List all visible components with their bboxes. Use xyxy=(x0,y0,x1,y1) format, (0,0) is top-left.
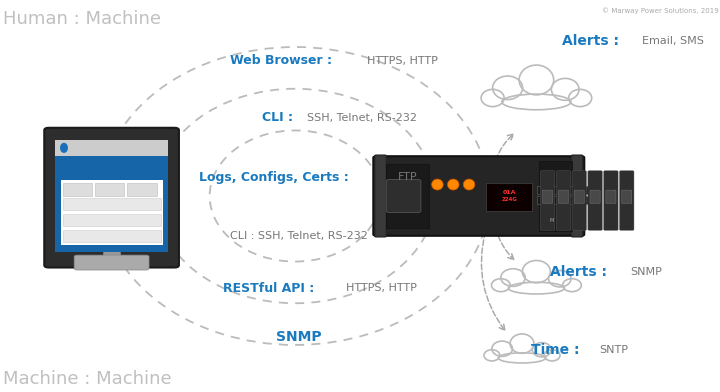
FancyBboxPatch shape xyxy=(572,171,587,230)
FancyBboxPatch shape xyxy=(103,250,120,265)
Text: Machine : Machine: Machine : Machine xyxy=(3,370,171,388)
Ellipse shape xyxy=(569,89,592,107)
FancyBboxPatch shape xyxy=(572,155,583,237)
Ellipse shape xyxy=(544,350,560,361)
FancyBboxPatch shape xyxy=(540,171,555,230)
Ellipse shape xyxy=(501,269,525,286)
FancyBboxPatch shape xyxy=(539,162,572,230)
Text: CLI : SSH, Telnet, RS-232: CLI : SSH, Telnet, RS-232 xyxy=(230,231,368,241)
Text: © Marway Power Solutions, 2019: © Marway Power Solutions, 2019 xyxy=(602,7,719,14)
FancyBboxPatch shape xyxy=(60,180,163,245)
FancyBboxPatch shape xyxy=(603,171,618,230)
Ellipse shape xyxy=(532,343,552,357)
Ellipse shape xyxy=(508,282,564,294)
Text: SNMP: SNMP xyxy=(276,330,322,344)
Text: Time :: Time : xyxy=(531,343,584,357)
FancyBboxPatch shape xyxy=(387,180,421,212)
FancyBboxPatch shape xyxy=(577,196,588,204)
FancyBboxPatch shape xyxy=(95,183,125,196)
Ellipse shape xyxy=(484,350,500,361)
FancyBboxPatch shape xyxy=(551,186,562,194)
Ellipse shape xyxy=(562,279,581,292)
Ellipse shape xyxy=(464,179,475,190)
FancyBboxPatch shape xyxy=(537,196,549,204)
Ellipse shape xyxy=(432,179,444,190)
FancyBboxPatch shape xyxy=(620,171,634,230)
FancyBboxPatch shape xyxy=(63,198,161,210)
Text: SNTP: SNTP xyxy=(600,345,629,355)
Ellipse shape xyxy=(510,334,534,353)
Ellipse shape xyxy=(502,94,571,110)
FancyBboxPatch shape xyxy=(63,214,161,226)
Ellipse shape xyxy=(60,143,68,153)
Text: RESTful API :: RESTful API : xyxy=(222,281,318,295)
FancyBboxPatch shape xyxy=(55,140,168,252)
FancyBboxPatch shape xyxy=(374,156,585,236)
Ellipse shape xyxy=(523,260,551,283)
Ellipse shape xyxy=(498,353,546,363)
Text: M: M xyxy=(549,218,553,223)
Text: 01A: 01A xyxy=(503,190,516,194)
FancyBboxPatch shape xyxy=(564,186,575,194)
Text: SNMP: SNMP xyxy=(630,267,662,278)
FancyBboxPatch shape xyxy=(559,190,569,203)
FancyBboxPatch shape xyxy=(55,140,168,156)
Text: HTTPS, HTTP: HTTPS, HTTP xyxy=(346,283,417,293)
FancyBboxPatch shape xyxy=(606,190,616,203)
Text: SSH, Telnet, RS-232: SSH, Telnet, RS-232 xyxy=(307,113,417,123)
FancyBboxPatch shape xyxy=(557,171,571,230)
Text: Alerts :: Alerts : xyxy=(562,34,624,48)
Ellipse shape xyxy=(481,89,504,107)
FancyBboxPatch shape xyxy=(577,186,588,194)
Text: CLI :: CLI : xyxy=(261,111,297,124)
Text: Human : Machine: Human : Machine xyxy=(3,10,161,28)
FancyBboxPatch shape xyxy=(375,155,387,237)
Ellipse shape xyxy=(492,279,510,292)
Ellipse shape xyxy=(492,341,513,356)
Text: Alerts :: Alerts : xyxy=(551,265,612,279)
Text: Email, SMS: Email, SMS xyxy=(642,36,703,46)
Ellipse shape xyxy=(549,270,571,287)
FancyBboxPatch shape xyxy=(127,183,156,196)
Text: FTP: FTP xyxy=(398,172,418,182)
FancyBboxPatch shape xyxy=(564,196,575,204)
FancyBboxPatch shape xyxy=(543,190,553,203)
FancyBboxPatch shape xyxy=(622,190,632,203)
Text: 224G: 224G xyxy=(501,198,518,202)
Text: Web Browser :: Web Browser : xyxy=(230,54,336,67)
FancyBboxPatch shape xyxy=(63,230,161,242)
Ellipse shape xyxy=(519,65,554,95)
FancyBboxPatch shape xyxy=(551,196,562,204)
FancyBboxPatch shape xyxy=(63,183,92,196)
FancyBboxPatch shape xyxy=(590,190,600,203)
Ellipse shape xyxy=(552,78,579,100)
Text: HTTPS, HTTP: HTTPS, HTTP xyxy=(367,56,438,66)
Ellipse shape xyxy=(492,76,523,100)
FancyBboxPatch shape xyxy=(387,164,429,228)
FancyBboxPatch shape xyxy=(487,183,533,211)
Text: Logs, Configs, Certs :: Logs, Configs, Certs : xyxy=(199,171,354,184)
FancyBboxPatch shape xyxy=(588,171,602,230)
FancyBboxPatch shape xyxy=(575,190,585,203)
Ellipse shape xyxy=(448,179,459,190)
FancyBboxPatch shape xyxy=(45,128,179,267)
FancyBboxPatch shape xyxy=(537,186,549,194)
FancyBboxPatch shape xyxy=(74,255,149,270)
